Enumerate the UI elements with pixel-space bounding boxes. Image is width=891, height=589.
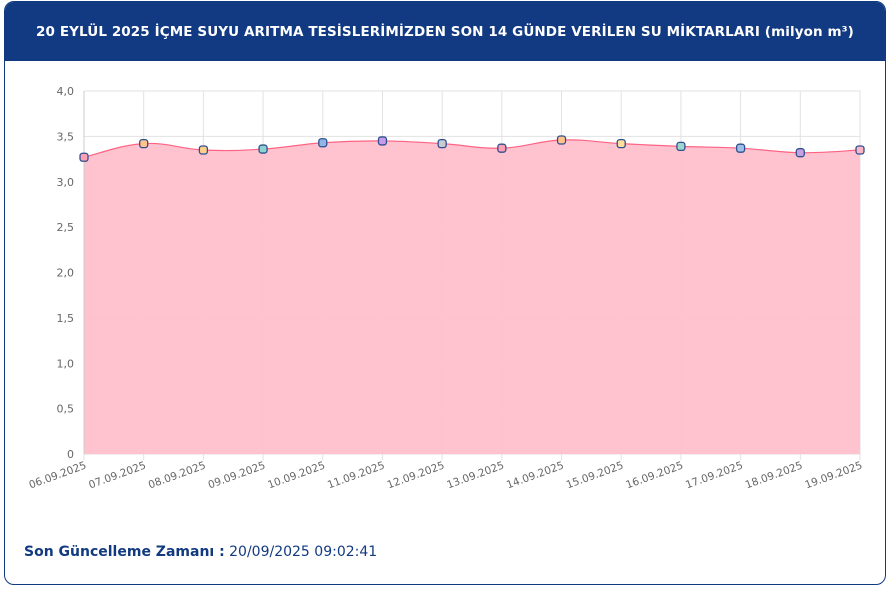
x-tick-label: 08.09.2025 xyxy=(147,460,208,492)
area-fill xyxy=(84,139,860,455)
data-point xyxy=(377,136,388,146)
x-tick-label: 09.09.2025 xyxy=(206,460,267,492)
x-tick-label: 12.09.2025 xyxy=(386,460,447,492)
y-tick-label: 3,5 xyxy=(57,130,75,143)
series-line xyxy=(83,139,861,158)
data-point xyxy=(318,138,328,148)
x-tick-label: 06.09.2025 xyxy=(27,460,88,492)
x-tick-label: 19.09.2025 xyxy=(803,460,864,492)
data-point xyxy=(79,152,89,162)
x-tick-label: 07.09.2025 xyxy=(87,460,148,492)
data-point xyxy=(556,135,567,145)
data-point xyxy=(437,138,447,149)
x-tick-label: 13.09.2025 xyxy=(445,460,506,492)
x-tick-label: 18.09.2025 xyxy=(744,460,805,492)
last-updated-label: Son Güncelleme Zamanı : xyxy=(24,544,225,560)
data-point xyxy=(258,144,268,154)
x-tick-label: 10.09.2025 xyxy=(266,460,327,492)
chart-title: 20 EYLÜL 2025 İÇME SUYU ARITMA TESİSLERİ… xyxy=(5,2,885,61)
x-tick-label: 15.09.2025 xyxy=(565,460,626,492)
data-point xyxy=(198,145,209,155)
x-tick-label: 17.09.2025 xyxy=(684,460,745,492)
y-tick-label: 4,0 xyxy=(57,85,75,98)
y-tick-label: 3,0 xyxy=(57,176,75,189)
y-tick-label: 1,0 xyxy=(57,357,75,370)
x-tick-label: 14.09.2025 xyxy=(505,460,566,492)
x-tick-label: 16.09.2025 xyxy=(624,460,685,492)
x-tick-label: 11.09.2025 xyxy=(326,460,387,492)
last-updated-value: 20/09/2025 09:02:41 xyxy=(229,544,378,560)
last-updated: Son Güncelleme Zamanı : 20/09/2025 09:02… xyxy=(24,544,377,560)
y-tick-label: 2,5 xyxy=(57,221,75,234)
data-point xyxy=(855,145,865,155)
data-point xyxy=(497,143,507,153)
data-point xyxy=(735,143,746,153)
data-point xyxy=(616,138,626,149)
y-tick-label: 0,5 xyxy=(57,403,75,416)
y-tick-label: 0 xyxy=(67,448,74,461)
y-tick-label: 2,0 xyxy=(57,267,75,280)
data-point xyxy=(676,141,686,152)
data-point xyxy=(139,138,149,149)
y-tick-label: 1,5 xyxy=(57,312,75,325)
data-point xyxy=(795,148,805,158)
